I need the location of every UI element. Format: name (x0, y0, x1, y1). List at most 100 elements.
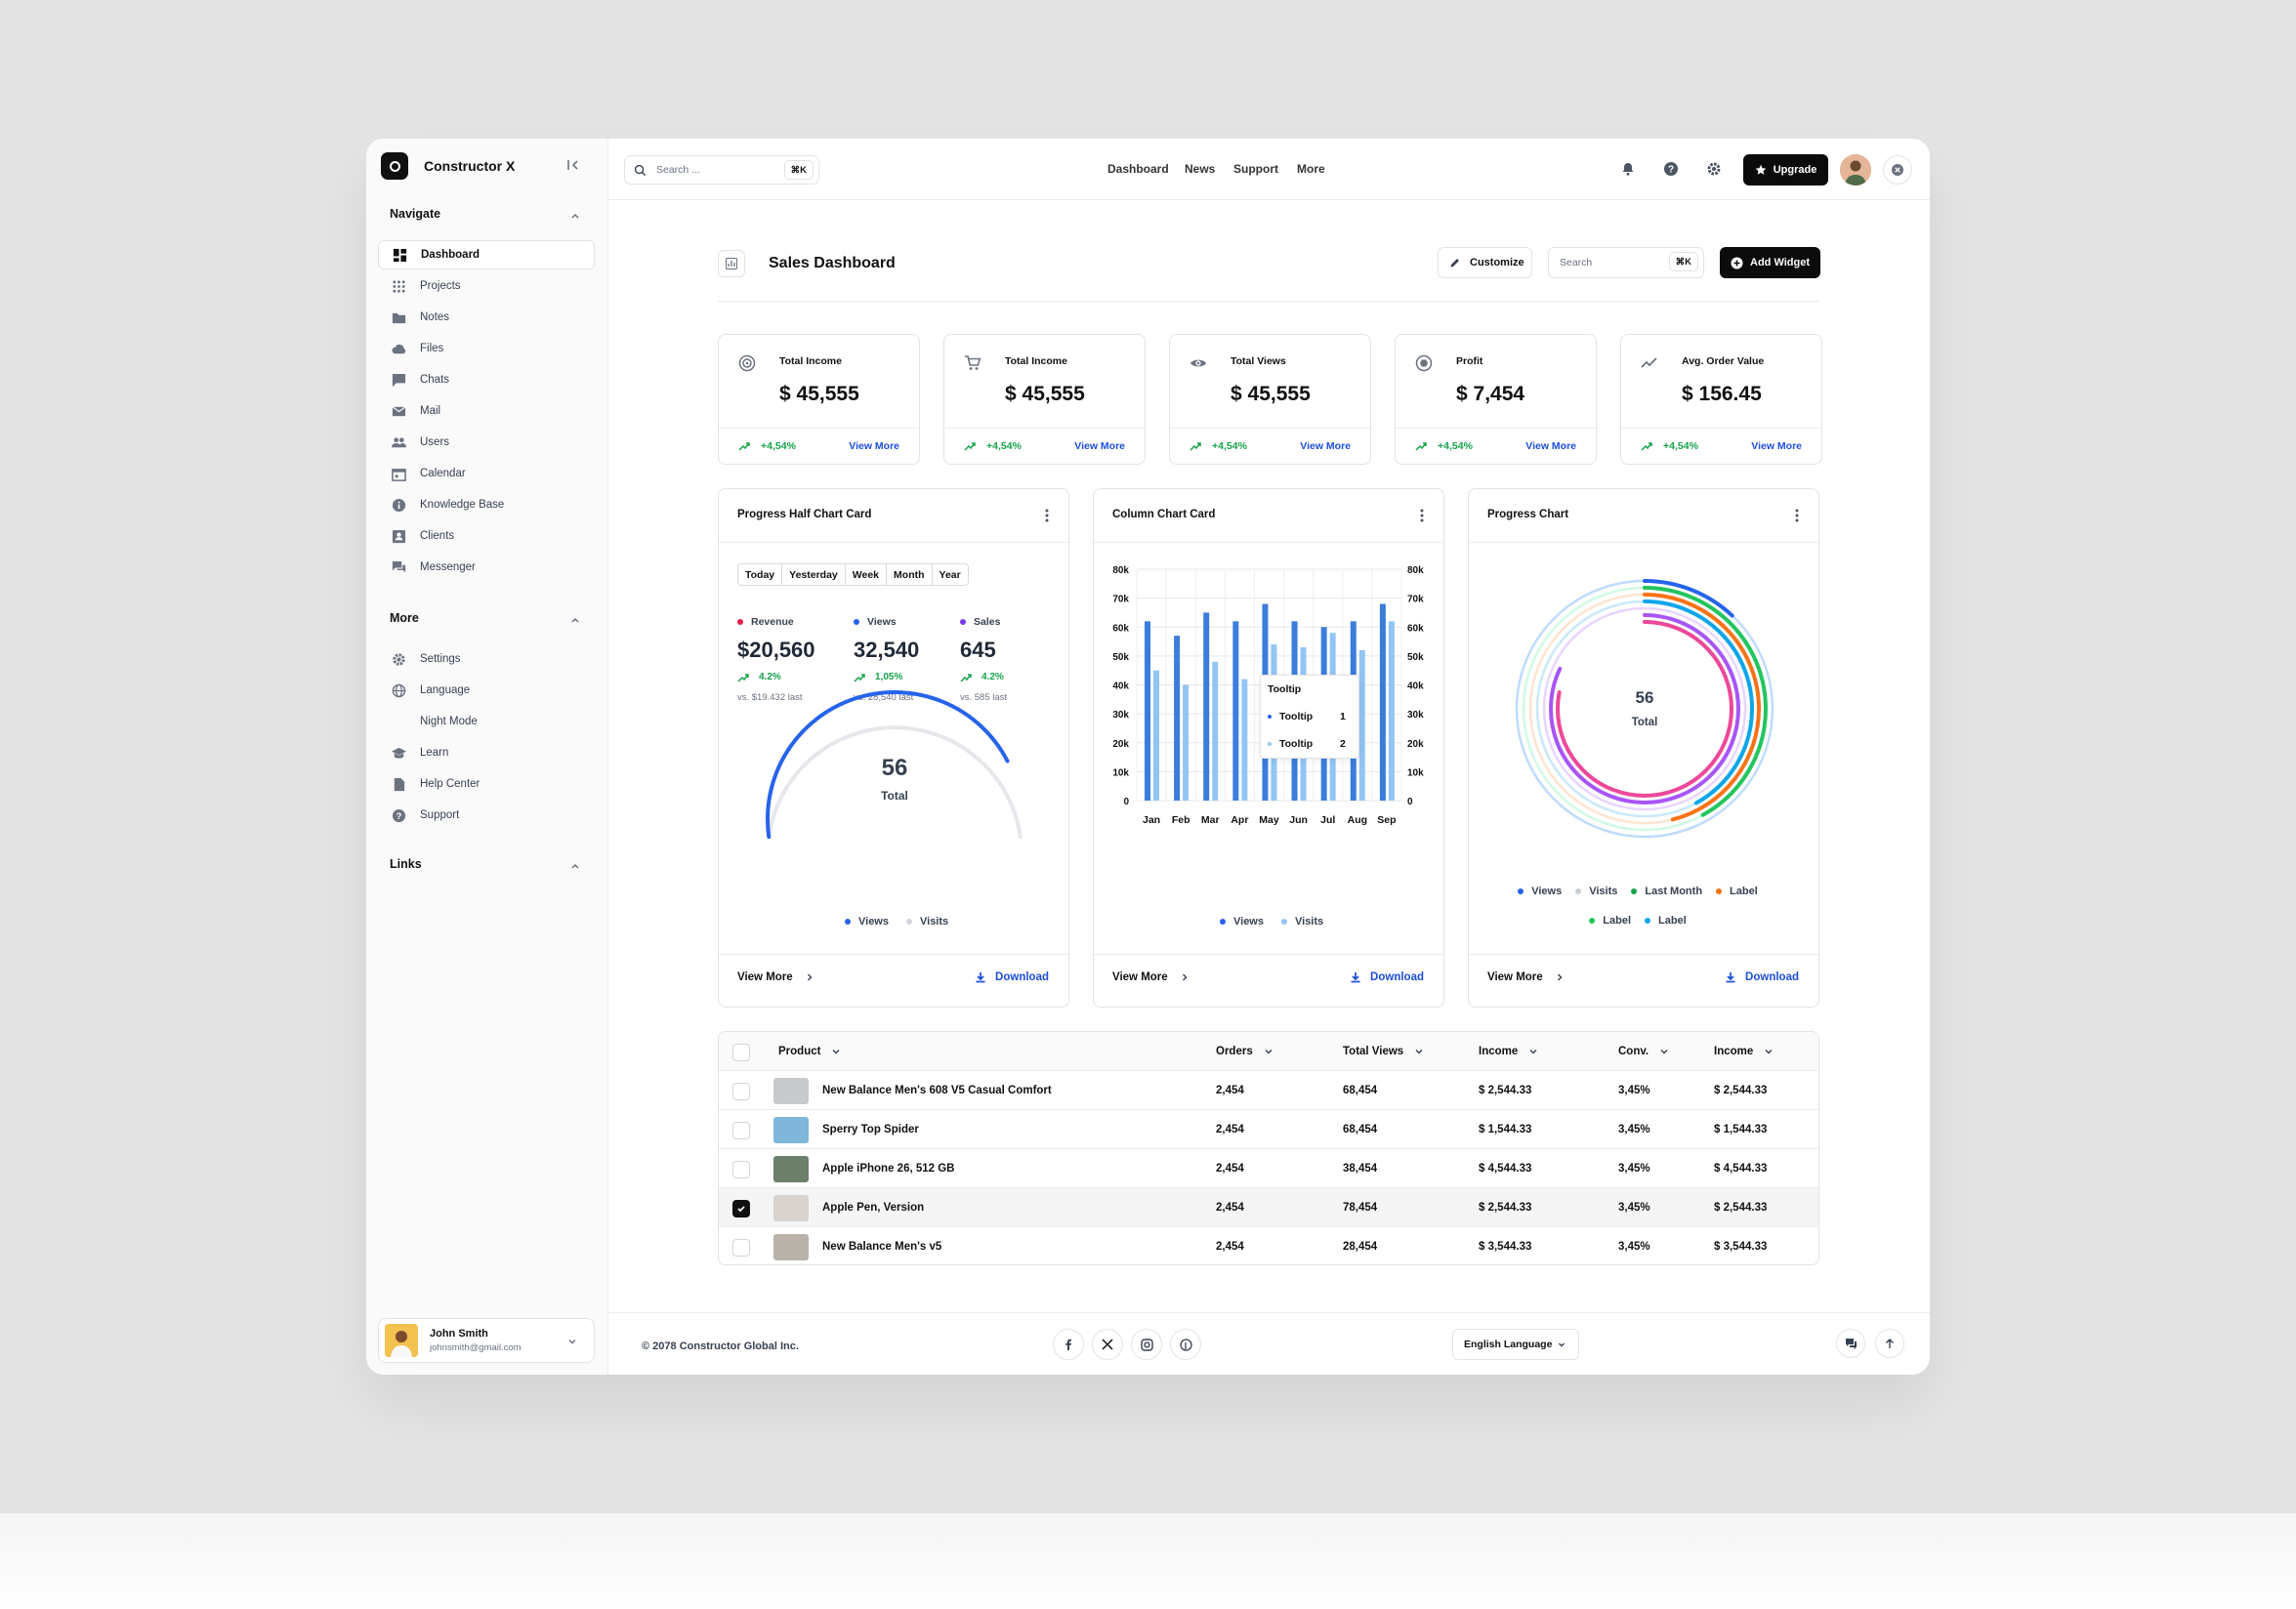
bell-icon[interactable] (1620, 161, 1636, 177)
sidebar-item-dashboard[interactable]: Dashboard (378, 240, 595, 269)
chevron-up-icon[interactable] (569, 614, 581, 626)
view-more-link[interactable]: View More (1525, 440, 1576, 452)
sidebar-item-clients[interactable]: Clients (378, 521, 595, 551)
period-year[interactable]: Year (939, 568, 961, 581)
facebook-button[interactable] (1053, 1329, 1084, 1360)
pinterest-button[interactable] (1170, 1329, 1201, 1360)
sidebar-item-support[interactable]: ? Support (378, 801, 595, 830)
view-more-link[interactable]: View More (737, 971, 814, 983)
table-row[interactable]: Apple Pen, Version 2,454 78,454 $ 2,544.33 3… (719, 1188, 1818, 1227)
widget-search-input[interactable]: Search ⌘K (1548, 247, 1704, 278)
column-header[interactable]: Orders (1216, 1032, 1273, 1071)
row-checkbox[interactable] (732, 1200, 750, 1217)
chevron-up-icon[interactable] (569, 860, 581, 872)
row-checkbox[interactable] (732, 1083, 750, 1100)
add-widget-button[interactable]: Add Widget (1720, 247, 1820, 278)
language-select[interactable]: English Language (1452, 1329, 1579, 1360)
view-more-link[interactable]: View More (849, 440, 899, 452)
brand[interactable]: Constructor X (381, 152, 515, 180)
chevron-down-icon[interactable] (566, 1336, 578, 1347)
topnav-news[interactable]: News (1185, 162, 1216, 176)
view-more-link[interactable]: View More (1074, 440, 1125, 452)
table-row[interactable]: Apple iPhone 26, 512 GB 2,454 38,454 $ 4,54… (719, 1149, 1818, 1188)
x-button[interactable] (1092, 1329, 1123, 1360)
bar-visits-jan[interactable] (1153, 670, 1159, 801)
bar-views-sep[interactable] (1379, 603, 1386, 801)
stat-trend-value: +4,54% (1663, 440, 1698, 452)
period-today[interactable]: Today (738, 564, 783, 585)
view-more-link[interactable]: View More (1487, 971, 1565, 983)
period-month[interactable]: Month (887, 564, 933, 585)
table-row[interactable]: New Balance Men's v5 2,454 28,454 $ 3,544.3… (719, 1227, 1818, 1264)
navigate-section-title[interactable]: Navigate (390, 207, 441, 221)
sidebar-item-notes[interactable]: Notes (378, 303, 595, 332)
more-section-title[interactable]: More (390, 611, 419, 625)
view-more-link[interactable]: View More (1751, 440, 1802, 452)
sidebar-item-learn[interactable]: Learn (378, 738, 595, 767)
bar-visits-sep[interactable] (1388, 621, 1395, 801)
period-week[interactable]: Week (846, 564, 888, 585)
help-icon[interactable]: ? (1663, 161, 1679, 177)
collapse-sidebar-icon[interactable] (565, 157, 581, 173)
sidebar-item-projects[interactable]: Projects (378, 271, 595, 301)
instagram-button[interactable] (1131, 1329, 1162, 1360)
chat-button[interactable] (1836, 1329, 1865, 1358)
scroll-top-button[interactable] (1875, 1329, 1904, 1358)
sidebar-item-mail[interactable]: Mail (378, 396, 595, 426)
column-header[interactable]: Product (778, 1032, 841, 1071)
topnav-dashboard[interactable]: Dashboard (1107, 162, 1169, 176)
close-button[interactable] (1883, 155, 1912, 185)
links-section-title[interactable]: Links (390, 857, 422, 871)
bar-visits-mar[interactable] (1212, 661, 1219, 801)
row-checkbox[interactable] (732, 1122, 750, 1139)
more-vertical-icon[interactable] (1045, 509, 1049, 522)
bar-visits-feb[interactable] (1183, 684, 1190, 802)
sidebar-item-knowledge-base[interactable]: Knowledge Base (378, 490, 595, 519)
bar-views-jan[interactable] (1145, 621, 1150, 801)
download-button[interactable]: Download (975, 971, 1049, 983)
bar-views-feb[interactable] (1174, 636, 1181, 801)
sidebar-item-users[interactable]: Users (378, 428, 595, 457)
more-vertical-icon[interactable] (1420, 509, 1424, 522)
gear-icon[interactable] (1706, 161, 1722, 177)
more-vertical-icon[interactable] (1795, 509, 1799, 522)
sidebar-item-language[interactable]: Language (378, 676, 595, 705)
bar-visits-apr[interactable] (1241, 679, 1248, 801)
topnav-more[interactable]: More (1297, 162, 1325, 176)
sidebar-item-messenger[interactable]: Messenger (378, 553, 595, 582)
view-more-link[interactable]: View More (1300, 440, 1351, 452)
view-more-link[interactable]: View More (1112, 971, 1190, 983)
avatar[interactable] (1840, 154, 1871, 186)
sidebar-item-night-mode[interactable]: Night Mode (378, 707, 595, 736)
bar-views-mar[interactable] (1203, 612, 1210, 801)
customize-button[interactable]: Customize (1438, 247, 1532, 278)
cart-icon (965, 355, 981, 370)
sidebar-item-chats[interactable]: Chats (378, 365, 595, 394)
user-profile[interactable]: John Smith johnsmith@gmail.com (378, 1318, 595, 1363)
legend-label: Visits (920, 916, 949, 928)
legend-row: Views Visits Last Month Label (1469, 886, 1820, 897)
upgrade-button[interactable]: Upgrade (1743, 154, 1828, 186)
column-header[interactable]: Total Views (1343, 1032, 1424, 1071)
search-input[interactable]: Search ... ⌘K (624, 155, 819, 185)
topnav-support[interactable]: Support (1233, 162, 1278, 176)
sidebar-item-help-center[interactable]: Help Center (378, 769, 595, 799)
column-header[interactable]: Conv. (1618, 1032, 1669, 1071)
column-header[interactable]: Income (1479, 1032, 1538, 1071)
row-checkbox[interactable] (732, 1239, 750, 1257)
table-row[interactable]: New Balance Men's 608 V5 Casual Comfort 2… (719, 1071, 1818, 1110)
download-button[interactable]: Download (1725, 971, 1799, 983)
table-row[interactable]: Sperry Top Spider 2,454 68,454 $ 1,544.33 3,… (719, 1110, 1818, 1149)
sidebar-item-calendar[interactable]: Calendar (378, 459, 595, 488)
sidebar-item-settings[interactable]: Settings (378, 644, 595, 674)
sidebar-item-files[interactable]: Files (378, 334, 595, 363)
download-button[interactable]: Download (1350, 971, 1424, 983)
bar-views-apr[interactable] (1232, 621, 1239, 801)
bar-visits-aug[interactable] (1358, 649, 1365, 801)
period-yesterday[interactable]: Yesterday (782, 564, 846, 585)
row-checkbox[interactable] (732, 1161, 750, 1178)
select-all-checkbox[interactable] (732, 1044, 750, 1061)
chevron-up-icon[interactable] (569, 210, 581, 222)
column-header[interactable]: Income (1714, 1032, 1774, 1071)
gauge-track (767, 725, 1023, 840)
